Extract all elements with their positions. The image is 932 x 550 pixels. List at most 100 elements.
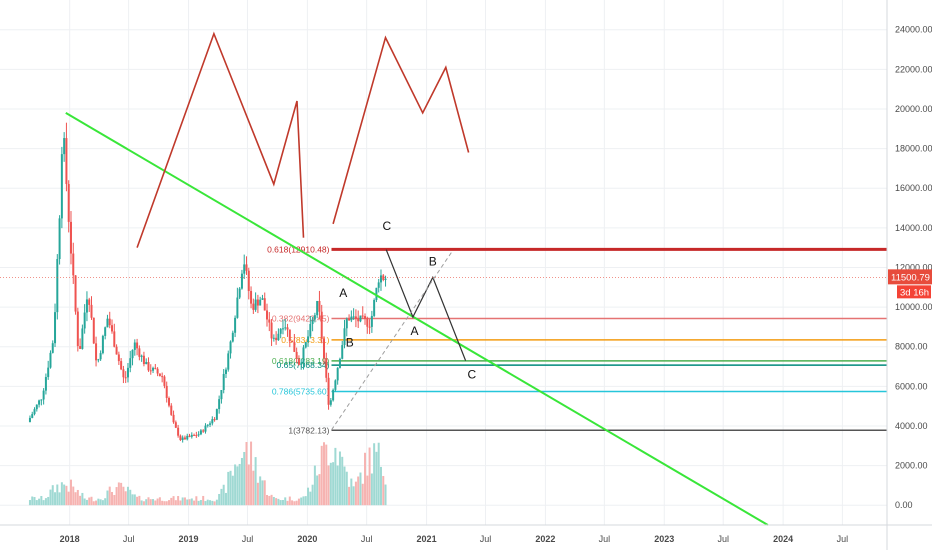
candle-body [382, 275, 385, 280]
volume-bar [140, 500, 143, 506]
volume-bar [206, 499, 209, 506]
candle-body [138, 348, 141, 357]
volume-bar [74, 492, 77, 506]
volume-bar [236, 466, 239, 506]
volume-bar [327, 465, 330, 506]
volume-bar [65, 485, 68, 506]
red-wave-drawing [136, 31, 305, 248]
x-tick-label: 2022 [535, 534, 555, 544]
volume-bar [28, 500, 31, 506]
volume-bar [31, 496, 34, 506]
x-tick-label: 2020 [297, 534, 317, 544]
candle-body [28, 417, 31, 422]
volume-bar [40, 495, 43, 506]
candle-body [202, 430, 205, 432]
volume-bar [245, 442, 248, 506]
fibonacci-retracement[interactable]: 0.618(12910.48)0.382(9423.45)0.5(8343.31… [267, 244, 887, 435]
countdown-tag-bg [897, 285, 931, 299]
volume-bar [88, 497, 91, 506]
candle-body [354, 316, 357, 319]
volume-bar [304, 496, 307, 506]
candle-body [56, 259, 59, 313]
volume-bar [97, 498, 100, 506]
volume-bar [111, 491, 114, 506]
candle-body [129, 358, 132, 368]
candle-body [268, 319, 271, 323]
volume-bar [60, 482, 63, 506]
candle-body [284, 327, 287, 329]
wave-label-b: B [429, 254, 437, 268]
candle-body [35, 404, 38, 410]
volume-bar [352, 486, 355, 506]
volume-bar [220, 488, 223, 506]
volume-bar [69, 479, 72, 506]
candle-body [279, 328, 282, 334]
candle-body [261, 298, 264, 300]
drawings[interactable] [65, 31, 769, 526]
volume-bar [213, 501, 216, 506]
volume-bar [297, 498, 300, 506]
volume-bar [186, 499, 189, 506]
volume-bar [167, 500, 170, 506]
volume-bar [33, 497, 36, 506]
candle-body [320, 311, 323, 339]
candle-body [111, 325, 114, 332]
candle-body [72, 253, 75, 276]
volume-bar [300, 497, 303, 506]
candle-body [211, 419, 214, 424]
volume-bar [81, 492, 84, 506]
volume-bar [332, 462, 335, 506]
candle-body [250, 291, 253, 304]
volume-bar [131, 494, 134, 506]
volume-bar [149, 499, 152, 506]
volume-bar [336, 465, 339, 506]
candle-body [120, 361, 123, 370]
volume-bar [215, 499, 218, 506]
volume-bar [243, 451, 246, 506]
volume-bar [174, 500, 177, 506]
volume-bar [108, 486, 111, 506]
candle-body [183, 437, 186, 440]
candle-body [51, 343, 54, 353]
volume-bar [284, 497, 287, 506]
candle-body [316, 300, 319, 316]
volume-bar [195, 496, 198, 506]
x-tick-label: Jul [599, 534, 611, 544]
candle-body [243, 264, 246, 274]
candle-body [368, 326, 371, 328]
candle-body [83, 312, 86, 329]
candle-body [238, 288, 241, 298]
candle-body [113, 331, 116, 347]
volume-bar [338, 451, 341, 506]
candle-body [92, 317, 95, 344]
candle-body [69, 221, 72, 254]
volume-bar [295, 500, 298, 506]
candle-body [375, 287, 378, 300]
volume-bar [320, 445, 323, 506]
volume-bar [277, 498, 280, 506]
candle-body [179, 435, 182, 440]
candle-body [149, 370, 152, 372]
volume-bar [193, 500, 196, 506]
volume-bar [254, 457, 257, 506]
candle-body [76, 311, 79, 347]
volume-bar [83, 498, 86, 506]
candle-body [359, 315, 362, 322]
candle-body [161, 376, 164, 378]
volume-bar [231, 475, 234, 506]
volume-bar [247, 464, 250, 506]
candle-body [277, 333, 280, 341]
candle-body [254, 299, 257, 310]
volume-bar [72, 486, 75, 506]
candle-body [177, 427, 180, 436]
volume-bar [343, 466, 346, 506]
candle-body [318, 300, 321, 312]
candle-body [79, 346, 82, 349]
candle-body [199, 430, 202, 435]
volume-bar [281, 499, 284, 506]
volume-bar [202, 495, 205, 506]
candle-body [218, 399, 221, 410]
wave-label-c: C [383, 219, 392, 233]
